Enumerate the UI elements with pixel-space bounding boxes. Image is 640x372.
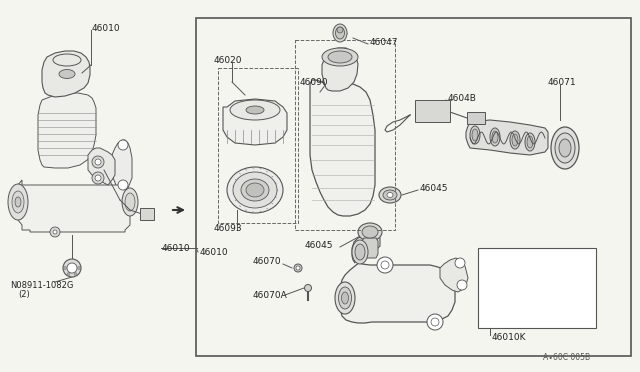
Ellipse shape <box>510 131 520 149</box>
Ellipse shape <box>59 70 75 78</box>
Polygon shape <box>88 148 115 185</box>
Ellipse shape <box>342 292 349 304</box>
Circle shape <box>74 273 77 276</box>
Polygon shape <box>112 140 132 192</box>
Ellipse shape <box>358 223 382 241</box>
Ellipse shape <box>335 282 355 314</box>
Circle shape <box>381 261 389 269</box>
Ellipse shape <box>294 264 302 272</box>
Circle shape <box>63 266 67 269</box>
Text: 46071: 46071 <box>548 77 577 87</box>
Ellipse shape <box>125 193 135 211</box>
Text: 46010: 46010 <box>162 244 191 253</box>
Polygon shape <box>18 180 130 232</box>
Ellipse shape <box>551 127 579 169</box>
Ellipse shape <box>559 139 571 157</box>
Circle shape <box>95 175 101 181</box>
Bar <box>140 208 154 220</box>
Text: (2): (2) <box>18 291 29 299</box>
Polygon shape <box>38 93 96 168</box>
Bar <box>218 68 298 223</box>
Polygon shape <box>223 99 287 145</box>
Text: 46010: 46010 <box>200 247 228 257</box>
Text: 46070A: 46070A <box>253 291 288 299</box>
Circle shape <box>67 263 77 273</box>
Circle shape <box>63 259 81 277</box>
Ellipse shape <box>328 51 352 63</box>
Polygon shape <box>352 234 380 263</box>
Ellipse shape <box>246 106 264 114</box>
Polygon shape <box>340 262 455 323</box>
Ellipse shape <box>53 54 81 66</box>
Ellipse shape <box>472 129 478 141</box>
Circle shape <box>427 314 443 330</box>
Ellipse shape <box>490 128 500 146</box>
Ellipse shape <box>525 133 535 151</box>
Ellipse shape <box>339 287 351 309</box>
Ellipse shape <box>241 179 269 201</box>
Text: N08911-1082G: N08911-1082G <box>10 280 74 289</box>
Ellipse shape <box>555 133 575 163</box>
Circle shape <box>53 230 57 234</box>
Ellipse shape <box>8 184 28 220</box>
Ellipse shape <box>337 27 343 33</box>
Ellipse shape <box>379 187 401 203</box>
Ellipse shape <box>322 48 358 66</box>
Bar <box>478 248 596 328</box>
Ellipse shape <box>230 100 280 120</box>
Text: A∙60C 005B: A∙60C 005B <box>543 353 590 362</box>
Circle shape <box>92 156 104 168</box>
Circle shape <box>77 266 81 269</box>
Bar <box>467 112 485 124</box>
Circle shape <box>92 172 104 184</box>
Circle shape <box>457 280 467 290</box>
Ellipse shape <box>296 266 300 270</box>
Ellipse shape <box>383 190 397 200</box>
Text: 46045: 46045 <box>305 241 333 250</box>
Ellipse shape <box>492 131 498 143</box>
Polygon shape <box>466 120 548 155</box>
Ellipse shape <box>12 191 24 213</box>
Bar <box>415 100 450 122</box>
Circle shape <box>431 318 439 326</box>
Ellipse shape <box>227 167 283 213</box>
Text: 46093: 46093 <box>214 224 243 232</box>
Ellipse shape <box>387 192 393 198</box>
Polygon shape <box>362 238 378 258</box>
Ellipse shape <box>512 134 518 146</box>
Text: 46045: 46045 <box>420 183 449 192</box>
Circle shape <box>67 273 70 276</box>
Bar <box>295 40 395 230</box>
Ellipse shape <box>352 240 368 264</box>
Circle shape <box>377 257 393 273</box>
Text: 4604B: 4604B <box>448 93 477 103</box>
Polygon shape <box>440 258 468 292</box>
Ellipse shape <box>15 197 21 207</box>
Circle shape <box>95 159 101 165</box>
Ellipse shape <box>335 27 344 39</box>
Bar <box>196 18 631 356</box>
Ellipse shape <box>233 172 277 208</box>
Polygon shape <box>42 51 90 97</box>
Ellipse shape <box>470 126 480 144</box>
Circle shape <box>50 227 60 237</box>
Text: 46090: 46090 <box>300 77 328 87</box>
Circle shape <box>455 258 465 268</box>
Text: 46020: 46020 <box>214 55 243 64</box>
Text: 46010K: 46010K <box>492 334 527 343</box>
Polygon shape <box>310 80 375 216</box>
Ellipse shape <box>333 24 347 42</box>
Text: 46010: 46010 <box>92 23 120 32</box>
Ellipse shape <box>527 136 533 148</box>
Text: 46047: 46047 <box>370 38 399 46</box>
Ellipse shape <box>362 226 378 238</box>
Ellipse shape <box>355 244 365 260</box>
Ellipse shape <box>246 183 264 197</box>
Polygon shape <box>322 48 358 91</box>
Text: 46070: 46070 <box>253 257 282 266</box>
Circle shape <box>118 140 128 150</box>
Circle shape <box>118 180 128 190</box>
Ellipse shape <box>122 188 138 216</box>
Ellipse shape <box>305 285 312 292</box>
